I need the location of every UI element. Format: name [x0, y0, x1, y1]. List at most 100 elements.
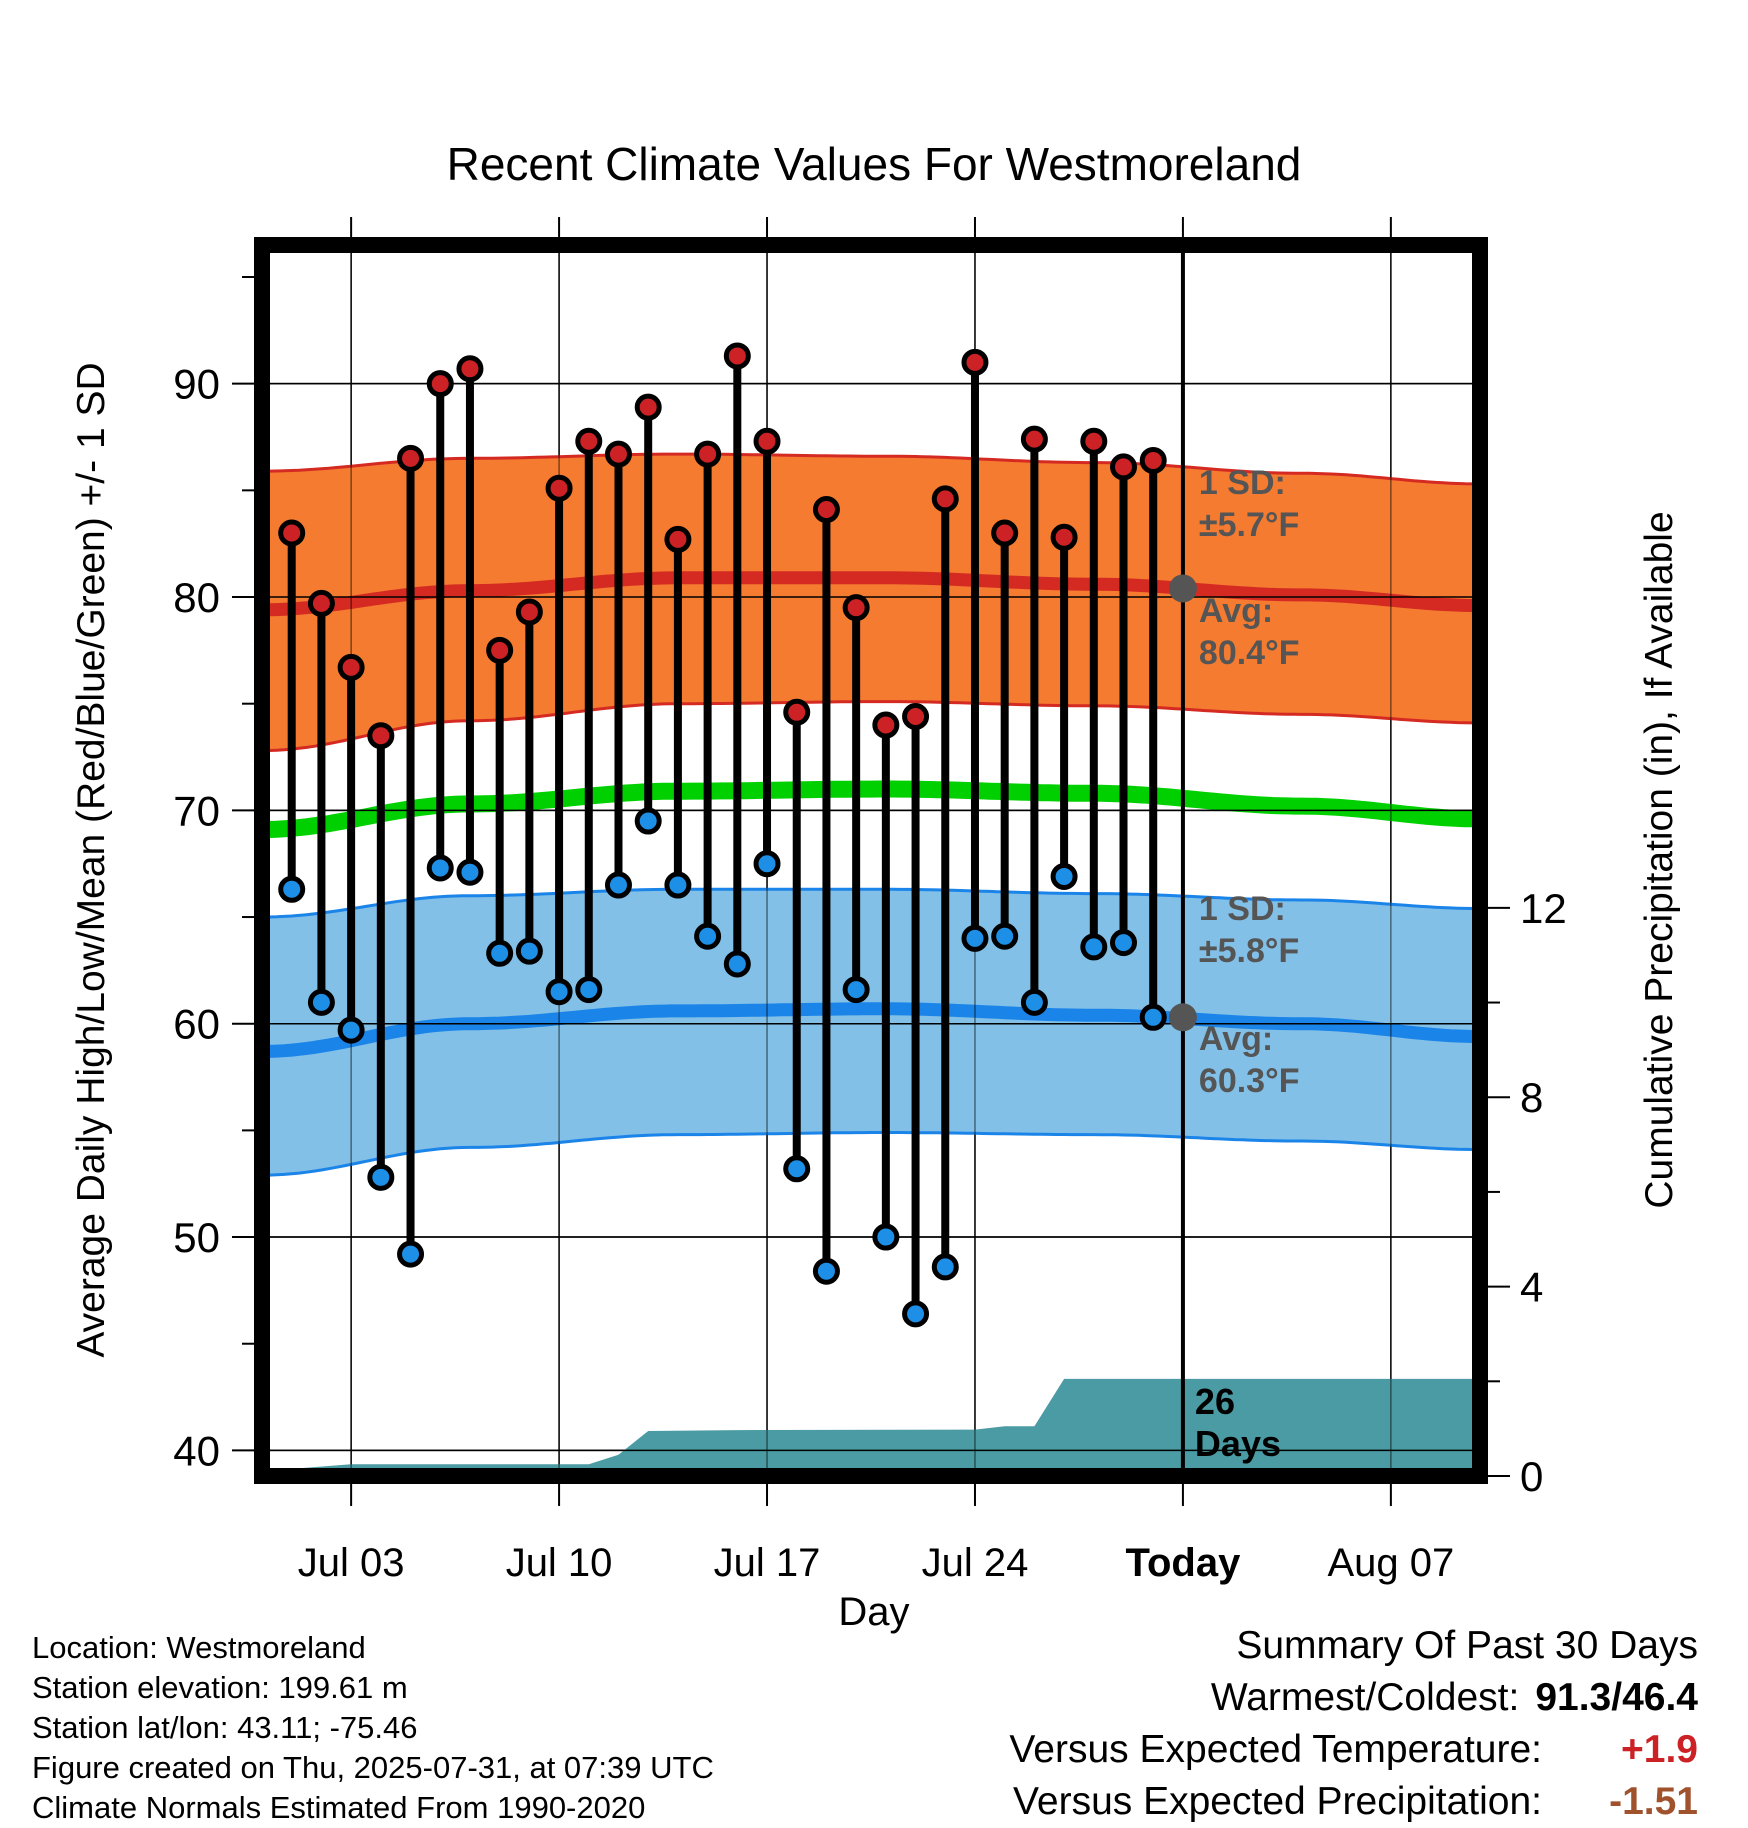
y2-tick-label: 12 [1520, 885, 1567, 932]
y-tick-label: 40 [173, 1427, 220, 1474]
daily-low-point [337, 1016, 365, 1044]
x-tick-label: Jul 10 [506, 1541, 613, 1585]
elevation-text: Station elevation: 199.61 m [32, 1670, 408, 1705]
daily-high-point [456, 355, 484, 383]
daily-high-point [545, 474, 573, 502]
high-sd-label: 1 SD: [1199, 464, 1286, 502]
daily-low-point [634, 807, 662, 835]
today-high-avg-point [1168, 574, 1197, 603]
low-sd-band [262, 889, 1480, 1176]
daily-high-point [575, 427, 603, 455]
latlon-text: Station lat/lon: 43.11; -75.46 [32, 1710, 418, 1745]
daily-low-point [426, 854, 454, 882]
daily-low-point [902, 1300, 930, 1328]
normals-text: Climate Normals Estimated From 1990-2020 [32, 1790, 646, 1825]
daily-low-point [545, 978, 573, 1006]
today-low-avg-point [1168, 1003, 1197, 1032]
location-text: Location: Westmoreland [32, 1630, 366, 1665]
warm-cold-row: Warmest/Coldest: 91.3/46.4 [1009, 1672, 1698, 1724]
low-upper-edge [262, 887, 1480, 919]
daily-low-point [842, 976, 870, 1004]
daily-low-point [367, 1163, 395, 1191]
daily-low-point [604, 871, 632, 899]
daily-high-point [961, 348, 989, 376]
daily-high-point [604, 440, 632, 468]
plot-area: 1 SD: ±5.7°F Avg: 80.4°F 1 SD: ±5.8°F Avg: 60.3… [173, 217, 1567, 1585]
daily-high-point [872, 711, 900, 739]
warm-cold-value: 91.3/46.4 [1535, 1676, 1698, 1719]
high-mean-line [262, 571, 1481, 617]
daily-low-point [456, 858, 484, 886]
high-upper-edge [262, 452, 1480, 486]
daily-low-point [812, 1257, 840, 1285]
daily-high-point [337, 653, 365, 681]
summary-panel: Summary Of Past 30 Days Warmest/Coldest:… [1009, 1620, 1698, 1828]
daily-high-point [931, 485, 959, 513]
daily-high-point [991, 519, 1019, 547]
daily-low-point [1080, 933, 1108, 961]
daily-low-point [575, 976, 603, 1004]
chart-title: Recent Climate Values For Westmoreland [447, 138, 1302, 190]
station-info: Location: Westmoreland Station elevation… [32, 1628, 714, 1828]
y-tick-label: 70 [173, 787, 220, 834]
precip-area [262, 1378, 1480, 1476]
daily-low-point [278, 875, 306, 903]
daily-high-point [1139, 446, 1167, 474]
warm-cold-label: Warmest/Coldest: [1210, 1676, 1520, 1719]
low-avg-value: 60.3°F [1199, 1062, 1300, 1100]
daily-low-point [783, 1155, 811, 1183]
temp-value: +1.9 [1621, 1728, 1698, 1771]
daily-high-point [426, 370, 454, 398]
precip-row: Versus Expected Precipitation: -1.51 [1009, 1776, 1698, 1828]
y-axis-label-right: Cumulative Precipitation (in), If Availa… [1638, 511, 1681, 1208]
high-sd-band [262, 454, 1480, 751]
daily-low-point [991, 922, 1019, 950]
precip-label: Versus Expected Precipitation: [1013, 1780, 1542, 1823]
daily-high-point [664, 525, 692, 553]
y2-tick-label: 8 [1520, 1074, 1543, 1121]
high-avg-label: Avg: [1199, 592, 1273, 630]
y-tick-label: 50 [173, 1214, 220, 1261]
summary-title: Summary Of Past 30 Days [1236, 1624, 1698, 1667]
daily-high-point [307, 589, 335, 617]
daily-low-point [664, 871, 692, 899]
x-tick-label: Jul 17 [714, 1541, 821, 1585]
daily-low-point [1020, 988, 1048, 1016]
daily-high-point [278, 519, 306, 547]
daily-high-point [694, 440, 722, 468]
daily-low-point [1139, 1003, 1167, 1031]
daily-high-point [812, 496, 840, 524]
daily-low-point [1050, 863, 1078, 891]
daily-high-point [486, 636, 514, 664]
daily-low-point [486, 939, 514, 967]
temp-label: Versus Expected Temperature: [1009, 1728, 1542, 1771]
low-avg-label: Avg: [1199, 1020, 1273, 1058]
high-avg-value: 80.4°F [1199, 634, 1300, 672]
daily-high-point [842, 594, 870, 622]
high-sd-value: ±5.7°F [1199, 506, 1299, 544]
created-text: Figure created on Thu, 2025-07-31, at 07… [32, 1750, 714, 1785]
y-axis-label-left: Average Daily High/Low/Mean (Red/Blue/Gr… [70, 362, 113, 1357]
y-tick-label: 60 [173, 1001, 220, 1048]
daily-mean-line [261, 780, 1481, 839]
x-axis-label: Day [838, 1590, 909, 1634]
daily-high-point [902, 702, 930, 730]
low-sd-label: 1 SD: [1199, 890, 1286, 928]
daily-high-point [1080, 427, 1108, 455]
temp-row: Versus Expected Temperature: +1.9 [1009, 1724, 1698, 1776]
precip-value: -1.51 [1609, 1780, 1698, 1823]
daily-low-point [753, 850, 781, 878]
daily-low-point [694, 922, 722, 950]
daily-high-point [723, 342, 751, 370]
plot-frame [254, 237, 1488, 1484]
days-count: 26 [1195, 1381, 1235, 1422]
daily-high-point [397, 444, 425, 472]
daily-low-point [307, 988, 335, 1016]
x-tick-label: Aug 07 [1327, 1541, 1454, 1585]
daily-high-point [753, 427, 781, 455]
x-tick-label: Jul 03 [298, 1541, 405, 1585]
y2-tick-label: 0 [1520, 1453, 1543, 1500]
daily-high-point [367, 722, 395, 750]
daily-low-point [961, 924, 989, 952]
